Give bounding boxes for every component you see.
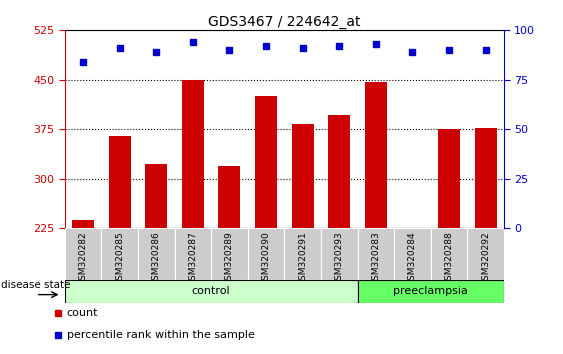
Text: GSM320282: GSM320282 — [79, 231, 87, 286]
Bar — [365, 82, 387, 354]
Bar — [248, 228, 284, 280]
Bar — [109, 136, 131, 354]
Text: GSM320292: GSM320292 — [481, 231, 490, 286]
Text: control: control — [192, 286, 230, 296]
Bar — [138, 228, 175, 280]
Bar — [72, 221, 94, 354]
Bar — [218, 166, 240, 354]
Text: GSM320286: GSM320286 — [152, 231, 160, 286]
Bar — [431, 228, 467, 280]
Text: GSM320285: GSM320285 — [115, 231, 124, 286]
Bar — [255, 96, 277, 354]
Text: percentile rank within the sample: percentile rank within the sample — [66, 330, 254, 339]
Title: GDS3467 / 224642_at: GDS3467 / 224642_at — [208, 15, 360, 29]
Text: GSM320291: GSM320291 — [298, 231, 307, 286]
Bar — [475, 128, 497, 354]
Bar — [358, 280, 504, 303]
Bar — [145, 164, 167, 354]
Bar — [65, 228, 101, 280]
Text: count: count — [66, 308, 98, 318]
Text: GSM320284: GSM320284 — [408, 231, 417, 286]
Bar — [321, 228, 358, 280]
Bar — [101, 228, 138, 280]
Bar — [284, 228, 321, 280]
Bar — [328, 115, 350, 354]
Bar — [211, 228, 248, 280]
Text: disease state: disease state — [1, 280, 70, 290]
Text: GSM320283: GSM320283 — [372, 231, 380, 286]
Text: GSM320287: GSM320287 — [189, 231, 197, 286]
Text: preeclampsia: preeclampsia — [394, 286, 468, 296]
Bar — [438, 129, 460, 354]
Text: GSM320289: GSM320289 — [225, 231, 234, 286]
Bar — [401, 234, 423, 354]
Bar — [292, 124, 314, 354]
Bar — [175, 228, 211, 280]
Bar — [182, 80, 204, 354]
Text: GSM320288: GSM320288 — [445, 231, 453, 286]
Bar — [358, 228, 394, 280]
Bar — [65, 280, 358, 303]
Bar — [467, 228, 504, 280]
Text: GSM320293: GSM320293 — [335, 231, 343, 286]
Text: GSM320290: GSM320290 — [262, 231, 270, 286]
Bar — [394, 228, 431, 280]
